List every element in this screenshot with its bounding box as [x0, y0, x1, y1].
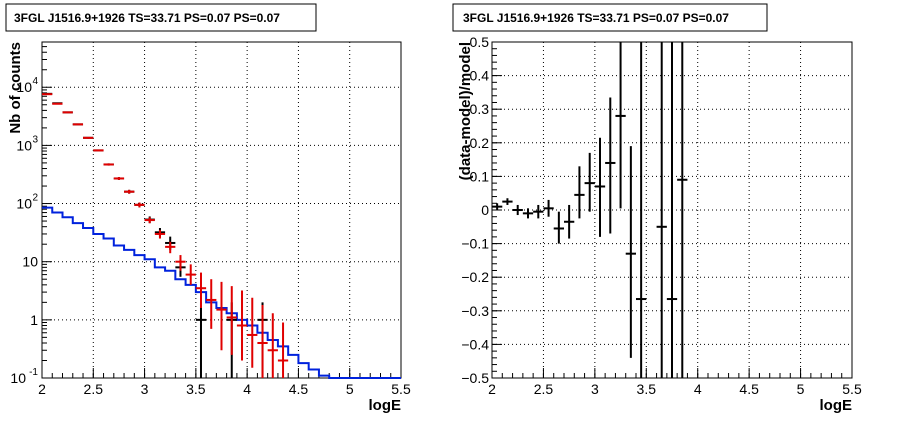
left-grid — [42, 42, 401, 378]
right-y-tick-label: 0 — [481, 202, 489, 218]
left-x-tick-label: 3 — [141, 381, 149, 397]
left-x-tick-label: 5.5 — [391, 381, 411, 397]
right-x-tick-label: 5.5 — [842, 381, 862, 397]
left-x-tick-label: 2.5 — [84, 381, 104, 397]
left-plot-frame — [41, 41, 402, 379]
left-x-axis-label: logE — [369, 397, 402, 414]
right-x-tick-label: 5 — [797, 381, 805, 397]
right-y-tick-label: 0.2 — [470, 135, 490, 151]
left-panel: 3FGL J1516.9+1926 TS=33.71 PS=0.07 PS=0.… — [5, 3, 411, 414]
left-source-step-line — [42, 206, 401, 379]
right-axis-ticks: 2 2.5 3 3.5 4 4.5 5 5.5 −0.5 −0.4 −0.3 −0.2 −0.1 0 0.1… — [461, 34, 862, 397]
right-x-tick-label: 4 — [694, 381, 702, 397]
right-x-tick-label: 3.5 — [637, 381, 657, 397]
left-x-tick-label: 5 — [346, 381, 354, 397]
right-x-tick-label: 4.5 — [739, 381, 759, 397]
right-title: 3FGL J1516.9+1926 TS=33.71 PS=0.07 PS=0.… — [463, 11, 729, 25]
left-y-tick-exponent: 4 — [32, 76, 38, 87]
left-y-tick-label: 10 — [16, 79, 32, 95]
left-title-box — [5, 3, 317, 32]
right-x-tick-label: 2.5 — [534, 381, 554, 397]
right-y-tick-label: 0.4 — [470, 68, 490, 84]
right-title-box — [452, 3, 768, 32]
left-x-tick-label: 3.5 — [186, 381, 206, 397]
right-y-tick-label: −0.2 — [461, 269, 489, 285]
right-series — [492, 42, 688, 378]
left-y-tick-exponent: 3 — [32, 134, 38, 145]
right-y-tick-label: −0.4 — [461, 336, 489, 352]
left-y-tick-label: 10 — [22, 254, 38, 270]
left-y-axis-label: Nb of counts — [7, 42, 24, 134]
left-series — [42, 92, 401, 379]
right-y-tick-label: 0.5 — [470, 34, 490, 50]
right-y-tick-label: −0.1 — [461, 236, 489, 252]
left-y-tick-label: 10 — [16, 137, 32, 153]
left-x-tick-label: 4 — [243, 381, 251, 397]
left-y-tick-label: 10 — [10, 370, 26, 386]
left-title: 3FGL J1516.9+1926 TS=33.71 PS=0.07 PS=0.… — [14, 11, 280, 25]
right-x-tick-label: 2 — [488, 381, 496, 397]
left-x-tick-label: 2 — [38, 381, 46, 397]
left-y-tick-exponent: 2 — [32, 193, 38, 204]
right-x-axis-label: logE — [820, 397, 853, 414]
right-y-axis-label: (data-model)/model — [457, 42, 474, 180]
right-y-tick-label: 0.1 — [470, 168, 490, 184]
left-x-tick-label: 4.5 — [289, 381, 309, 397]
left-y-tick-label: 10 — [16, 196, 32, 212]
left-y-tick-label: 1 — [30, 312, 38, 328]
right-y-tick-label: −0.5 — [461, 370, 489, 386]
right-y-tick-label: −0.3 — [461, 303, 489, 319]
right-x-tick-label: 3 — [591, 381, 599, 397]
right-y-tick-label: 0.3 — [470, 101, 490, 117]
right-panel: 3FGL J1516.9+1926 TS=33.71 PS=0.07 PS=0.… — [452, 3, 862, 414]
left-y-tick-exponent: -1 — [29, 367, 38, 378]
